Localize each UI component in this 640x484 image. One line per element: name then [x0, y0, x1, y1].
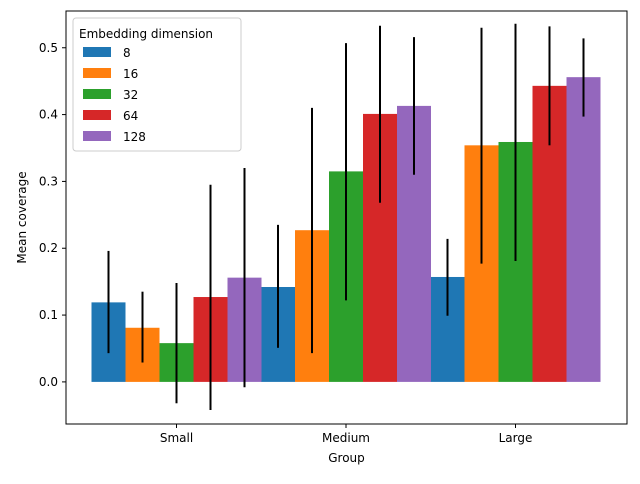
- legend-label-16: 16: [123, 67, 138, 81]
- legend-items: 8 16 32 64 128: [83, 46, 146, 144]
- x-tick-label: Large: [499, 431, 533, 445]
- bar-128-large: [566, 77, 601, 382]
- y-tick-label: 0.4: [39, 108, 58, 122]
- legend-swatch-128: [83, 131, 111, 141]
- y-axis-label: Mean coverage: [15, 171, 29, 263]
- legend-label-32: 32: [123, 88, 138, 102]
- legend-swatch-16: [83, 68, 111, 78]
- y-tick-label: 0.3: [39, 174, 58, 188]
- y-tick-label: 0.0: [39, 375, 58, 389]
- x-ticks: Small Medium Large: [160, 424, 533, 445]
- y-tick-label: 0.1: [39, 308, 58, 322]
- x-tick-label: Small: [160, 431, 193, 445]
- legend-title: Embedding dimension: [79, 27, 213, 41]
- legend-label-8: 8: [123, 46, 131, 60]
- legend: Embedding dimension 8 16 32 64 128: [72, 17, 242, 152]
- legend-box: [72, 17, 242, 152]
- y-tick-label: 0.5: [39, 41, 58, 55]
- x-tick-label: Medium: [322, 431, 370, 445]
- y-tick-label: 0.2: [39, 241, 58, 255]
- legend-swatch-32: [83, 89, 111, 99]
- y-ticks: 0.0 0.1 0.2 0.3 0.4 0.5: [39, 41, 66, 389]
- error-bars-layer: [107, 23, 585, 410]
- x-axis-label: Group: [328, 451, 365, 465]
- legend-swatch-64: [83, 110, 111, 120]
- legend-swatch-8: [83, 47, 111, 57]
- legend-label-128: 128: [123, 130, 146, 144]
- legend-label-64: 64: [123, 109, 138, 123]
